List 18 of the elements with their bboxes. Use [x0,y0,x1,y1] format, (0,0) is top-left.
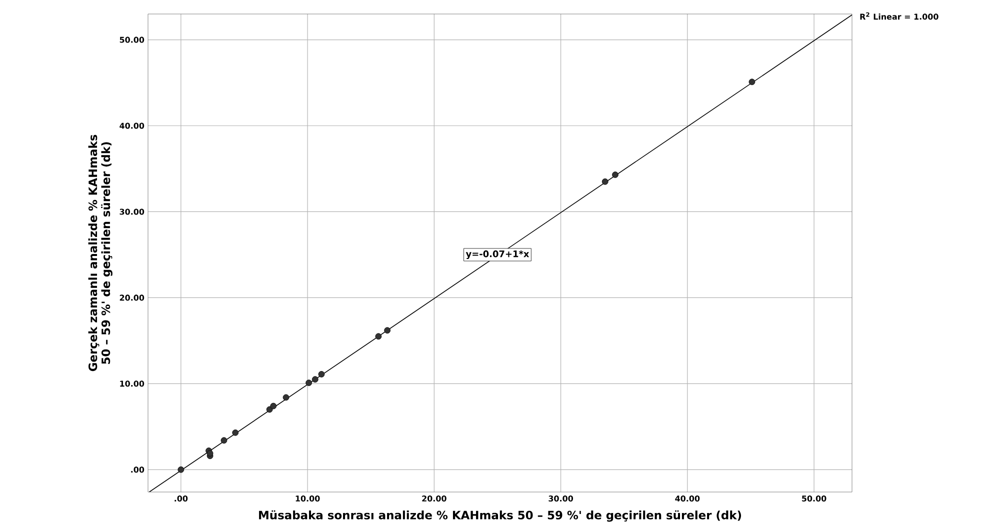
point [206,450,214,456]
point [384,327,390,334]
point [266,406,273,413]
point [178,466,184,473]
y-axis-title: Gerçek zamanlı analizde % KAHmaks 50 – 59 %' de geçirilen süreler (dk) [88,134,112,372]
point [232,429,239,436]
point [612,172,618,178]
point [602,178,608,185]
point [220,437,228,444]
x-axis-title: Müsabaka sonrası analizde % KAHmaks 50 – 59 %' de geçirilen süreler (dk) [259,510,742,522]
point [282,394,290,401]
point [375,333,382,340]
point [318,371,325,378]
point [312,376,318,383]
annotation: y=-0.07+1*x [466,250,530,259]
point [270,402,277,410]
point [748,78,756,86]
point [306,380,312,386]
